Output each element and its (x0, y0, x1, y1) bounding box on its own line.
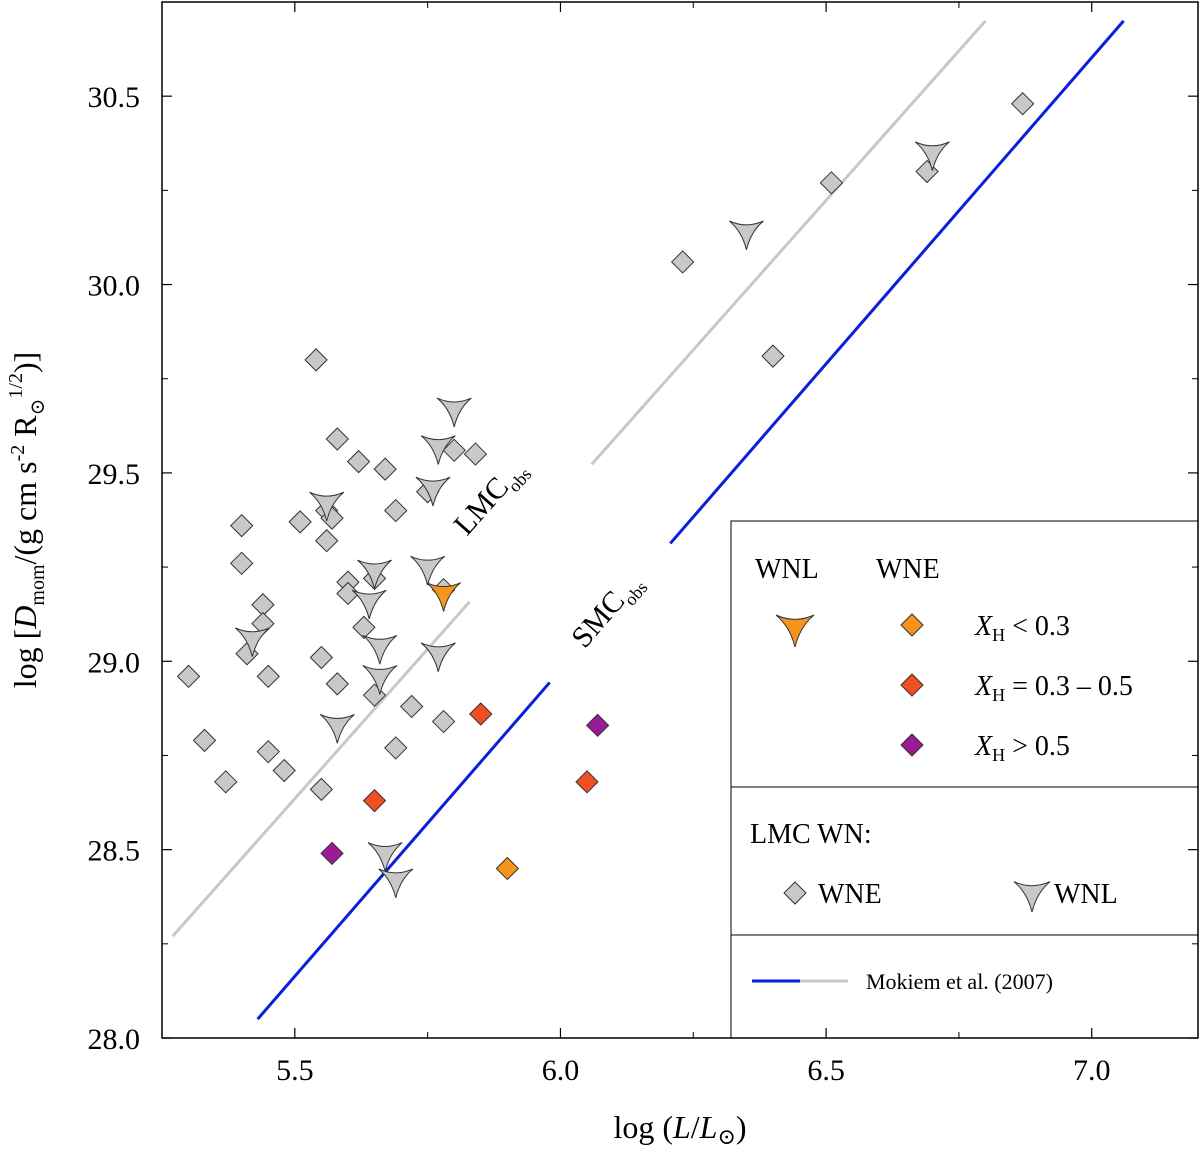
data-point (469, 702, 493, 726)
data-point (761, 344, 785, 368)
legend-lmc-heading: LMC WN: (750, 819, 872, 850)
data-point (192, 728, 217, 753)
y-tick-label: 29.0 (88, 646, 141, 679)
legend-marker-lmc-wne (783, 881, 807, 905)
y-axis-title: log [Dmom/(g cm s-2 R⊙1/2)] (5, 352, 49, 689)
data-point (325, 672, 350, 696)
legend-marker-xh (900, 673, 924, 697)
x-axis-title: log (L/L⊙) (613, 1109, 746, 1149)
data-point (436, 397, 472, 427)
y-tick-label: 30.5 (88, 81, 141, 114)
legend-label-lmc-wne: WNE (818, 879, 882, 910)
data-point (309, 491, 345, 522)
data-point (426, 582, 461, 612)
data-point (384, 498, 408, 523)
data-point (415, 476, 451, 507)
data-point (309, 777, 334, 802)
legend-marker-wnl-smc (775, 614, 815, 648)
y-tick-label: 29.5 (88, 458, 141, 491)
data-point (410, 555, 446, 586)
data-point (229, 551, 254, 576)
legend-heading-wne: WNE (876, 554, 940, 585)
data-point (234, 627, 270, 657)
x-tick-label: 6.0 (542, 1054, 580, 1087)
data-point (384, 736, 408, 760)
y-tick-label: 28.0 (88, 1023, 141, 1056)
legend-marker-xh (900, 613, 924, 637)
data-point (314, 529, 339, 553)
data-point (351, 589, 387, 620)
data-point (214, 770, 238, 794)
data-point (352, 615, 376, 640)
data-point (362, 634, 398, 665)
data-point (575, 770, 599, 794)
x-tick-label: 6.5 (807, 1054, 845, 1087)
data-point (304, 348, 328, 372)
data-point (378, 868, 414, 898)
data-point (819, 171, 844, 195)
data-point (495, 856, 520, 881)
data-point (728, 220, 764, 250)
legend-label-xh: XH > 0.5 (974, 731, 1070, 765)
data-point (288, 510, 312, 534)
line-lmc-segment (590, 19, 987, 466)
data-point (914, 141, 950, 171)
data-point (367, 842, 403, 872)
legend-box (730, 520, 1199, 1039)
line-lmc-segment (171, 600, 471, 938)
data-point (229, 513, 254, 538)
data-point (362, 665, 398, 695)
line-smc-segment (256, 681, 551, 1021)
data-point (373, 457, 397, 481)
y-tick-label: 28.5 (88, 835, 141, 868)
data-point (399, 694, 424, 719)
x-tick-label: 5.5 (276, 1054, 314, 1087)
data-point (1010, 92, 1035, 116)
data-point (320, 841, 344, 866)
legend: WNL WNE XH < 0.3 XH = 0.3 – 0.5 XH > 0.5 LMC … (730, 520, 1199, 1039)
legend-marker-xh (900, 733, 924, 757)
data-point (420, 435, 456, 465)
data-point (357, 559, 392, 589)
legend-heading-wnl: WNL (755, 554, 819, 585)
legend-label-lmc-wnl: WNL (1054, 879, 1118, 910)
data-point (325, 427, 350, 451)
plot-frame (161, 1, 1199, 1039)
data-point (272, 758, 296, 783)
data-point (346, 449, 371, 474)
data-point (176, 664, 201, 689)
data-point (463, 442, 488, 466)
data-points (176, 92, 1035, 898)
x-tick-label: 7.0 (1073, 1054, 1111, 1087)
data-point (585, 713, 610, 738)
data-point (319, 714, 355, 744)
legend-label-xh: XH = 0.3 – 0.5 (974, 671, 1133, 705)
data-point (670, 250, 695, 274)
data-point (336, 581, 360, 606)
y-tick-label: 30.0 (88, 270, 141, 303)
axis-ticks: 5.5 6.0 6.5 7.0 28.0 28.5 29.0 29.5 30.0 30.5 (88, 2, 1198, 1087)
data-point (362, 788, 387, 813)
legend-marker-lmc-wnl (1013, 881, 1051, 913)
legend-reference: Mokiem et al. (2007) (866, 969, 1053, 994)
line-smc-segment (669, 19, 1125, 545)
data-point (256, 664, 280, 689)
data-point (309, 645, 334, 670)
data-point (256, 739, 280, 764)
data-point (442, 438, 466, 463)
svg-text:log [Dmom/(g cm s-2 R⊙1/2)]: log [Dmom/(g cm s-2 R⊙1/2)] (5, 352, 49, 689)
legend-label-xh: XH < 0.3 (974, 611, 1070, 645)
data-point (420, 642, 456, 672)
data-point (431, 709, 456, 734)
